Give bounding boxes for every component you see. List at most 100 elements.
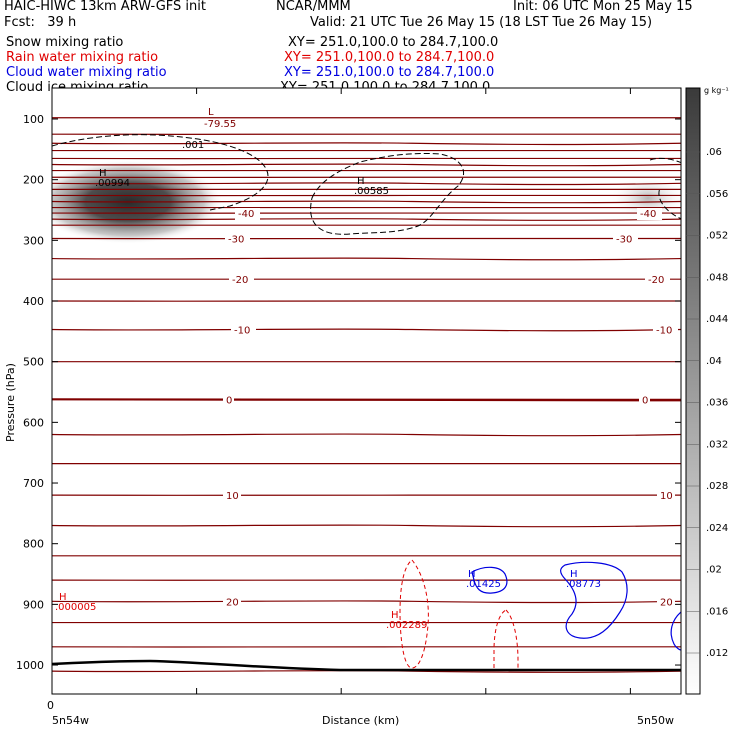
temperature-contour-labels: -40 -40 -30 -30 -20 -20 -10 -10 0 0 10 10 20 20 (223, 208, 678, 609)
y-tick-label: 1000 (16, 659, 44, 672)
y-tick-label: 200 (23, 174, 44, 187)
high-value: .08773 (566, 579, 601, 590)
colorbar-tick-label: .06 (706, 147, 722, 158)
terrain-line (52, 659, 681, 672)
high-marker: H (468, 569, 476, 580)
high-marker: H (570, 569, 578, 580)
isotherm-label: 20 (226, 597, 239, 608)
isotherm-line (52, 163, 681, 167)
colorbar-tick-label: .04 (706, 356, 722, 367)
high-value: .00585 (354, 186, 389, 197)
colorbar-unit: g kg⁻¹ (704, 86, 729, 95)
rain-contour-1 (399, 559, 429, 669)
low-marker: L (208, 107, 214, 118)
isotherm-line (52, 212, 681, 215)
isotherm-label-bg (653, 324, 678, 337)
field-snow-name: Snow mixing ratio (6, 35, 124, 50)
high-value: .01425 (466, 579, 501, 590)
y-tick-label: 100 (23, 113, 44, 126)
isotherm-line (52, 645, 681, 649)
y-tick-label: 500 (23, 356, 44, 369)
header-title-center: NCAR/MMM (276, 0, 351, 14)
colorbar-tick-label: .024 (706, 523, 728, 534)
field-snow-xy: XY= 251.0,100.0 to 284.7,100.0 (288, 35, 499, 50)
isotherm-line (52, 600, 681, 604)
isotherm-label: 10 (226, 491, 239, 502)
x-axis-ticks (51, 88, 631, 694)
isotherm-line (52, 257, 681, 261)
colorbar-tick-label: .012 (706, 648, 728, 659)
colorbar-tick-label: .048 (706, 272, 728, 283)
isotherm-label: -20 (648, 275, 664, 286)
isotherm-line (52, 194, 681, 197)
isotherm-line (52, 142, 681, 146)
isotherm-line (52, 300, 681, 303)
cloud-water-contour-3 (670, 611, 681, 651)
cloud-water-contour-1 (471, 566, 508, 594)
y-tick-label: 300 (23, 234, 44, 247)
high-value: .000005 (55, 602, 96, 613)
isotherm-line (52, 218, 681, 221)
x-axis-label: Distance (km) (322, 714, 399, 727)
isotherm-line (52, 133, 681, 136)
isotherm-label: -20 (232, 275, 248, 286)
isotherm-label-bg (235, 208, 260, 221)
colorbar-tick-label: .016 (706, 606, 728, 617)
y-tick-label: 700 (23, 477, 44, 490)
high-value: .002289 (386, 620, 427, 631)
isotherm-line (52, 579, 681, 582)
isotherm-line (52, 157, 681, 160)
header-fcst: Fcst: 39 h (4, 15, 77, 30)
isotherm-label: 0 (642, 395, 648, 406)
isotherm-label: -10 (234, 326, 250, 337)
cloud-ice-contour-right (649, 157, 681, 220)
isotherm-line (52, 237, 681, 240)
cloud-ice-contour-label: .001 (182, 140, 204, 151)
colorbar-tick-label: .02 (706, 565, 722, 576)
header-title-left: HAIC-HIWC 13km ARW-GFS init (4, 0, 206, 14)
isotherm-label-bg (637, 208, 662, 221)
high-marker: H (357, 176, 365, 187)
high-value: .00994 (95, 178, 130, 189)
isotherm-label-bg (223, 596, 241, 609)
isotherm-label: 10 (660, 491, 673, 502)
colorbar-tick-label: .044 (706, 314, 728, 325)
isotherm-label-bg (645, 274, 670, 287)
cloud-ice-contour-middle (310, 152, 464, 235)
colorbar-ticks: .012 .016 .02 .024 .028 .032 .036 .04 .044 .048 .0… (686, 147, 728, 659)
rain-high-1: H .000005 (55, 592, 96, 613)
x-end-label-left: 5n54w (52, 714, 89, 727)
isotherm-label: -30 (228, 235, 244, 246)
y-axis-label: Pressure (hPa) (4, 363, 17, 442)
y-tick-label: 800 (23, 538, 44, 551)
isotherm-label-bg (223, 394, 234, 407)
isotherm-label: 20 (660, 597, 673, 608)
rain-contour-2 (493, 609, 519, 668)
isotherm-line (52, 494, 681, 497)
isotherm-line (52, 328, 681, 332)
high-marker: H (391, 610, 399, 621)
isotherm-label-bg (229, 274, 254, 287)
high-marker: H (59, 592, 67, 603)
isotherm-label: -30 (616, 235, 632, 246)
cloud-ice-contour-left (52, 134, 269, 211)
x-tick-label: 0 (47, 699, 54, 712)
colorbar: .012 .016 .02 .024 .028 .032 .036 .04 .044 .048 .0… (685, 86, 729, 695)
cloud-water-high-2: H .08773 (566, 569, 601, 590)
plot-frame (51, 87, 682, 695)
x-end-label-right: 5n50w (637, 714, 674, 727)
isotherm-label-bg (657, 596, 675, 609)
y-tick-label: 600 (23, 416, 44, 429)
cloud-water-high-1: H .01425 (466, 569, 501, 590)
isotherm-label: 0 (226, 395, 232, 406)
colorbar-tick-label: .028 (706, 481, 728, 492)
colorbar-tick-label: .036 (706, 398, 728, 409)
colorbar-tick-label: .056 (706, 189, 728, 200)
snow-high-1: H .00994 (95, 168, 130, 189)
isotherm-label-bg (225, 233, 250, 246)
low-value: -79.55 (204, 119, 236, 130)
temperature-contours (52, 117, 681, 673)
isotherm-label-bg (639, 394, 650, 407)
header-valid: Valid: 21 UTC Tue 26 May 15 (18 LST Tue … (310, 15, 653, 30)
